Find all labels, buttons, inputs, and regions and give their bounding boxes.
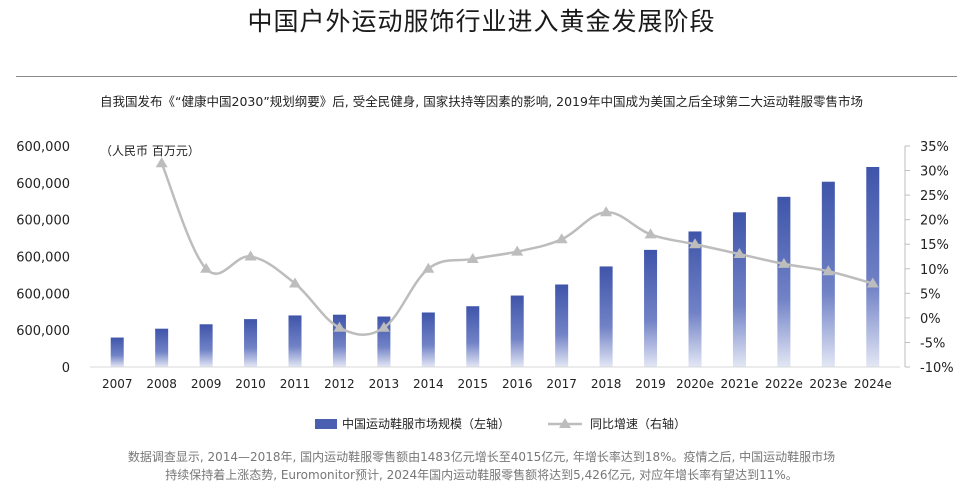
growth-point bbox=[866, 277, 879, 288]
x-tick-label: 2021e bbox=[720, 377, 758, 391]
x-tick-label: 2010 bbox=[235, 377, 266, 391]
footnote-line-2: 持续保持着上涨态势, Euromonitor预计, 2024年国内运动鞋服零售额… bbox=[165, 468, 798, 482]
x-tick-label: 2019 bbox=[635, 377, 666, 391]
x-tick-label: 2013 bbox=[369, 377, 400, 391]
growth-point bbox=[244, 250, 257, 261]
growth-point bbox=[155, 157, 168, 168]
growth-point bbox=[200, 262, 213, 273]
x-tick-label: 2008 bbox=[146, 377, 177, 391]
legend-bar-label: 中国运动鞋服市场规模（左轴） bbox=[342, 416, 510, 431]
growth-point bbox=[555, 233, 568, 244]
bar bbox=[288, 315, 302, 367]
x-tick-label: 2007 bbox=[102, 377, 133, 391]
left-tick-label: 600,000 bbox=[16, 140, 70, 155]
growth-point bbox=[822, 265, 835, 276]
growth-point bbox=[689, 238, 701, 249]
page-title: 中国户外运动服饰行业进入黄金发展阶段 bbox=[247, 7, 716, 36]
left-tick-label: 0 bbox=[62, 361, 70, 376]
bar bbox=[644, 249, 658, 367]
x-tick-label: 2022e bbox=[765, 377, 803, 391]
x-tick-label: 2017 bbox=[546, 377, 577, 391]
growth-point bbox=[289, 277, 301, 288]
bar bbox=[599, 266, 613, 367]
x-axis: 2007 2008 2009 2010 2011 2012 2013 2014 2015 2016… bbox=[90, 366, 900, 391]
right-tick-label: 5% bbox=[920, 287, 941, 302]
legend: 中国运动鞋服市场规模（左轴） 同比增速（右轴） bbox=[315, 416, 686, 431]
growth-line bbox=[160, 162, 874, 336]
unit-note: （人民币 百万元） bbox=[100, 144, 200, 158]
bar bbox=[510, 295, 524, 367]
x-tick-label: 2014 bbox=[413, 377, 444, 391]
right-tick-label: 35% bbox=[920, 140, 949, 155]
left-tick-label: 600,000 bbox=[16, 287, 70, 302]
x-tick-label: 2020e bbox=[676, 377, 714, 391]
left-tick-label: 600,000 bbox=[16, 177, 70, 192]
growth-point bbox=[777, 257, 790, 268]
bar-series bbox=[110, 166, 880, 367]
right-tick-label: 30% bbox=[920, 165, 949, 180]
x-tick-label: 2023e bbox=[809, 377, 847, 391]
bar bbox=[421, 312, 435, 367]
footnote: 数据调查显示, 2014—2018年, 国内运动鞋服零售额由1483亿元增长至4… bbox=[0, 448, 963, 484]
left-tick-label: 600,000 bbox=[16, 214, 70, 229]
bar bbox=[244, 319, 258, 367]
bar bbox=[555, 284, 569, 367]
bar bbox=[732, 212, 746, 367]
x-tick-label: 2009 bbox=[191, 377, 222, 391]
growth-point bbox=[733, 248, 746, 259]
right-tick-label: -10% bbox=[920, 361, 954, 376]
growth-point bbox=[422, 262, 435, 273]
x-tick-label: 2024e bbox=[854, 377, 892, 391]
bar bbox=[777, 196, 791, 367]
bar bbox=[110, 337, 124, 367]
right-tick-label: 0% bbox=[920, 312, 941, 327]
growth-point bbox=[466, 252, 479, 263]
bar bbox=[466, 306, 480, 367]
growth-point bbox=[600, 206, 613, 217]
growth-point bbox=[377, 321, 390, 332]
right-tick-label: 15% bbox=[920, 238, 949, 253]
left-tick-label: 600,000 bbox=[16, 251, 70, 266]
x-tick-label: 2015 bbox=[458, 377, 489, 391]
title-divider bbox=[16, 76, 957, 77]
legend-line-label: 同比增速（右轴） bbox=[590, 416, 686, 431]
growth-point bbox=[511, 245, 524, 256]
x-tick-label: 2012 bbox=[324, 377, 355, 391]
bar bbox=[155, 328, 169, 367]
bar bbox=[866, 166, 880, 367]
right-tick-label: 20% bbox=[920, 214, 949, 229]
x-tick-label: 2018 bbox=[591, 377, 622, 391]
right-axis: 35% 30% 25% 20% 15% 10% 5% 0% -5% -10% bbox=[904, 140, 954, 376]
left-tick-label: 600,000 bbox=[16, 324, 70, 339]
bar bbox=[199, 324, 213, 367]
right-tick-label: 25% bbox=[920, 189, 949, 204]
right-tick-label: 10% bbox=[920, 263, 949, 278]
left-axis: 600,000 600,000 600,000 600,000 600,000 600,0… bbox=[16, 140, 70, 376]
legend-bar-swatch bbox=[315, 419, 337, 429]
bar bbox=[688, 231, 702, 367]
market-size-chart: 600,000 600,000 600,000 600,000 600,000 600,0… bbox=[16, 140, 954, 431]
growth-point bbox=[333, 321, 346, 332]
legend-line-marker bbox=[559, 418, 571, 428]
x-tick-label: 2011 bbox=[280, 377, 311, 391]
growth-line-series bbox=[155, 157, 879, 336]
growth-point bbox=[644, 228, 657, 239]
right-tick-label: -5% bbox=[920, 336, 945, 351]
x-tick-label: 2016 bbox=[502, 377, 533, 391]
footnote-line-1: 数据调查显示, 2014—2018年, 国内运动鞋服零售额由1483亿元增长至4… bbox=[127, 450, 836, 464]
chart-subtitle: 自我国发布《“健康中国2030”规划纲要》后, 受全民健身, 国家扶持等因素的影… bbox=[100, 94, 863, 109]
